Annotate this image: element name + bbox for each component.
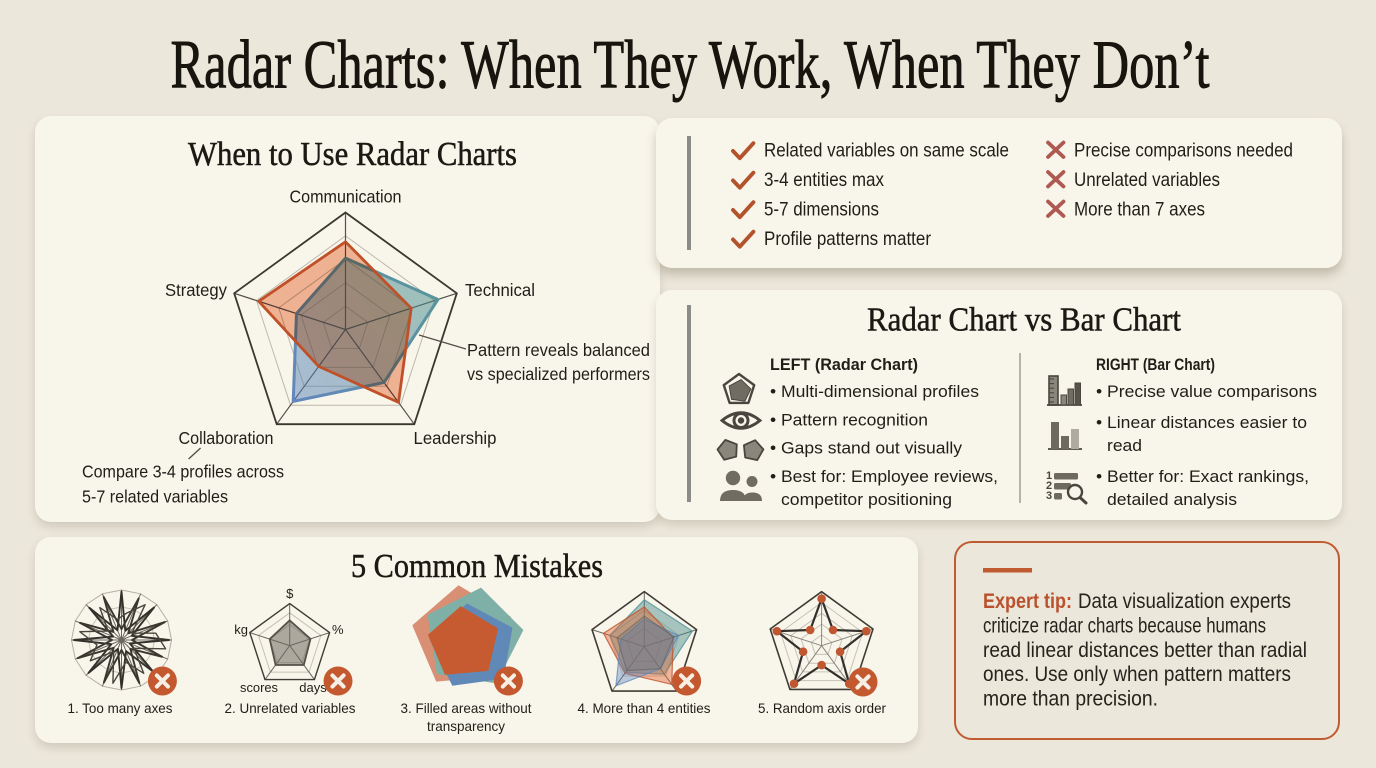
- svg-text:ones. Use only when pattern ma: ones. Use only when pattern matters: [983, 663, 1291, 686]
- svg-text:2: 2: [1046, 480, 1052, 492]
- svg-text:• Pattern recognition: • Pattern recognition: [770, 412, 928, 430]
- svg-text:• Gaps stand out visually: • Gaps stand out visually: [770, 440, 963, 458]
- svg-text:Leadership: Leadership: [414, 428, 497, 448]
- svg-text:LEFT (Radar Chart): LEFT (Radar Chart): [770, 355, 918, 374]
- svg-text:transparency: transparency: [427, 718, 505, 734]
- svg-text:5-7 dimensions: 5-7 dimensions: [764, 199, 879, 221]
- svg-text:days: days: [299, 680, 327, 695]
- svg-text:More than 7 axes: More than 7 axes: [1074, 199, 1205, 221]
- svg-text:• Better for: Exact rankings,: • Better for: Exact rankings,: [1096, 468, 1309, 486]
- svg-text:• Best for: Employee reviews,: • Best for: Employee reviews,: [770, 468, 998, 486]
- svg-text:Strategy: Strategy: [165, 280, 227, 300]
- svg-text:RIGHT (Bar Chart): RIGHT (Bar Chart): [1096, 355, 1215, 374]
- svg-text:5-7 related variables: 5-7 related variables: [82, 487, 228, 507]
- svg-text:• Precise value comparisons: • Precise value comparisons: [1096, 383, 1317, 401]
- svg-text:kg: kg: [234, 622, 248, 637]
- svg-text:3: 3: [1046, 490, 1052, 502]
- svg-text:detailed analysis: detailed analysis: [1107, 491, 1237, 509]
- svg-text:2. Unrelated variables: 2. Unrelated variables: [225, 700, 356, 716]
- svg-text:1: 1: [1046, 470, 1052, 482]
- svg-text:Radar Chart vs Bar Chart: Radar Chart vs Bar Chart: [867, 302, 1182, 339]
- svg-text:Technical: Technical: [465, 280, 535, 300]
- svg-text:read linear distances better t: read linear distances better than radial: [983, 639, 1307, 662]
- svg-text:• Linear distances easier to: • Linear distances easier to: [1096, 414, 1307, 432]
- svg-text:Communication: Communication: [290, 187, 402, 207]
- svg-text:Data visualization experts: Data visualization experts: [1078, 590, 1291, 613]
- svg-text:Pattern reveals balanced: Pattern reveals balanced: [467, 340, 650, 360]
- svg-text:criticize radar charts because: criticize radar charts because humans: [983, 614, 1266, 637]
- svg-text:1. Too many axes: 1. Too many axes: [68, 700, 173, 716]
- svg-text:%: %: [332, 622, 344, 637]
- svg-text:$: $: [286, 586, 294, 601]
- svg-text:Unrelated variables: Unrelated variables: [1074, 169, 1220, 191]
- svg-text:5 Common Mistakes: 5 Common Mistakes: [351, 548, 603, 585]
- svg-text:more than precision.: more than precision.: [983, 688, 1158, 711]
- svg-text:When to Use Radar Charts: When to Use Radar Charts: [188, 136, 517, 173]
- svg-text:3-4 entities max: 3-4 entities max: [764, 169, 884, 191]
- svg-text:read: read: [1107, 437, 1142, 455]
- svg-text:Profile patterns matter: Profile patterns matter: [764, 228, 931, 250]
- svg-text:vs specialized performers: vs specialized performers: [467, 364, 650, 384]
- svg-text:Related variables on same scal: Related variables on same scale: [764, 140, 1009, 162]
- svg-text:Collaboration: Collaboration: [179, 428, 274, 448]
- svg-text:Precise comparisons needed: Precise comparisons needed: [1074, 140, 1293, 162]
- svg-text:3. Filled areas without: 3. Filled areas without: [401, 700, 532, 716]
- svg-text:Radar Charts: When They Work,: Radar Charts: When They Work, When They …: [171, 27, 1210, 103]
- svg-text:scores: scores: [240, 680, 278, 695]
- svg-text:5. Random axis order: 5. Random axis order: [758, 700, 886, 716]
- svg-text:• Multi-dimensional profiles: • Multi-dimensional profiles: [770, 383, 979, 401]
- svg-text:Compare 3-4 profiles across: Compare 3-4 profiles across: [82, 461, 284, 481]
- svg-text:competitor positioning: competitor positioning: [781, 491, 952, 509]
- svg-text:4. More than 4 entities: 4. More than 4 entities: [578, 700, 711, 716]
- svg-text:Expert tip:: Expert tip:: [983, 590, 1072, 613]
